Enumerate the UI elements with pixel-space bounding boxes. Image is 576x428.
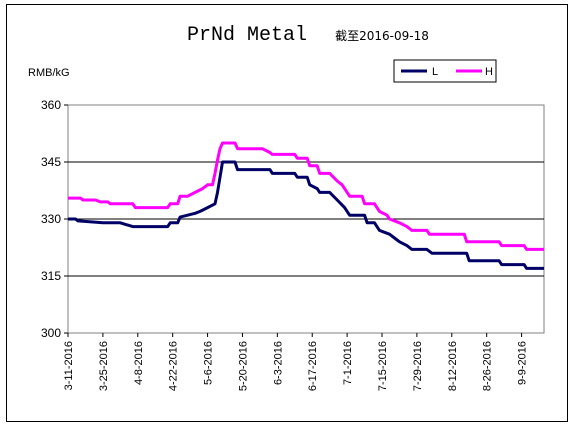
chart-title: PrNd Metal <box>187 24 307 47</box>
series-lines <box>68 141 544 270</box>
x-tick-label: 5-20-2016 <box>237 341 249 391</box>
series-line-l <box>68 160 544 270</box>
chart-subtitle: 截至2016-09-18 <box>335 29 429 43</box>
x-tick-label: 8-12-2016 <box>447 341 459 391</box>
legend-label-h: H <box>485 66 493 78</box>
x-tick-label: 3-25-2016 <box>98 341 110 391</box>
legend: L H <box>393 59 497 83</box>
x-axis-ticks: 3-11-2016 3-25-2016 4-8-2016 4-22-2016 5-6-2… <box>63 333 529 391</box>
x-tick-label: 5-6-2016 <box>203 341 215 385</box>
y-tick-label: 345 <box>41 155 61 169</box>
y-tick-label: 330 <box>41 212 61 226</box>
gridlines <box>68 161 544 277</box>
x-tick-label: 4-8-2016 <box>133 341 145 385</box>
y-tick-label: 300 <box>41 326 61 340</box>
x-tick-label: 3-11-2016 <box>63 341 75 390</box>
legend-box <box>393 59 497 83</box>
x-tick-label: 9-9-2016 <box>517 341 529 385</box>
x-tick-label: 7-29-2016 <box>412 341 424 391</box>
x-tick-label: 7-1-2016 <box>342 341 354 385</box>
y-axis-ticks: 300 315 330 345 360 <box>41 98 68 340</box>
y-tick-label: 315 <box>41 269 61 283</box>
legend-label-l: L <box>432 66 438 78</box>
x-tick-label: 8-26-2016 <box>482 341 494 391</box>
series-line-h <box>68 141 544 251</box>
x-tick-label: 7-15-2016 <box>377 341 389 391</box>
x-tick-label: 6-17-2016 <box>307 341 319 391</box>
y-axis-unit-label: RMB/kG <box>28 67 70 79</box>
x-tick-label: 4-22-2016 <box>168 341 180 391</box>
y-tick-label: 360 <box>41 98 61 112</box>
x-tick-label: 6-3-2016 <box>272 341 284 385</box>
